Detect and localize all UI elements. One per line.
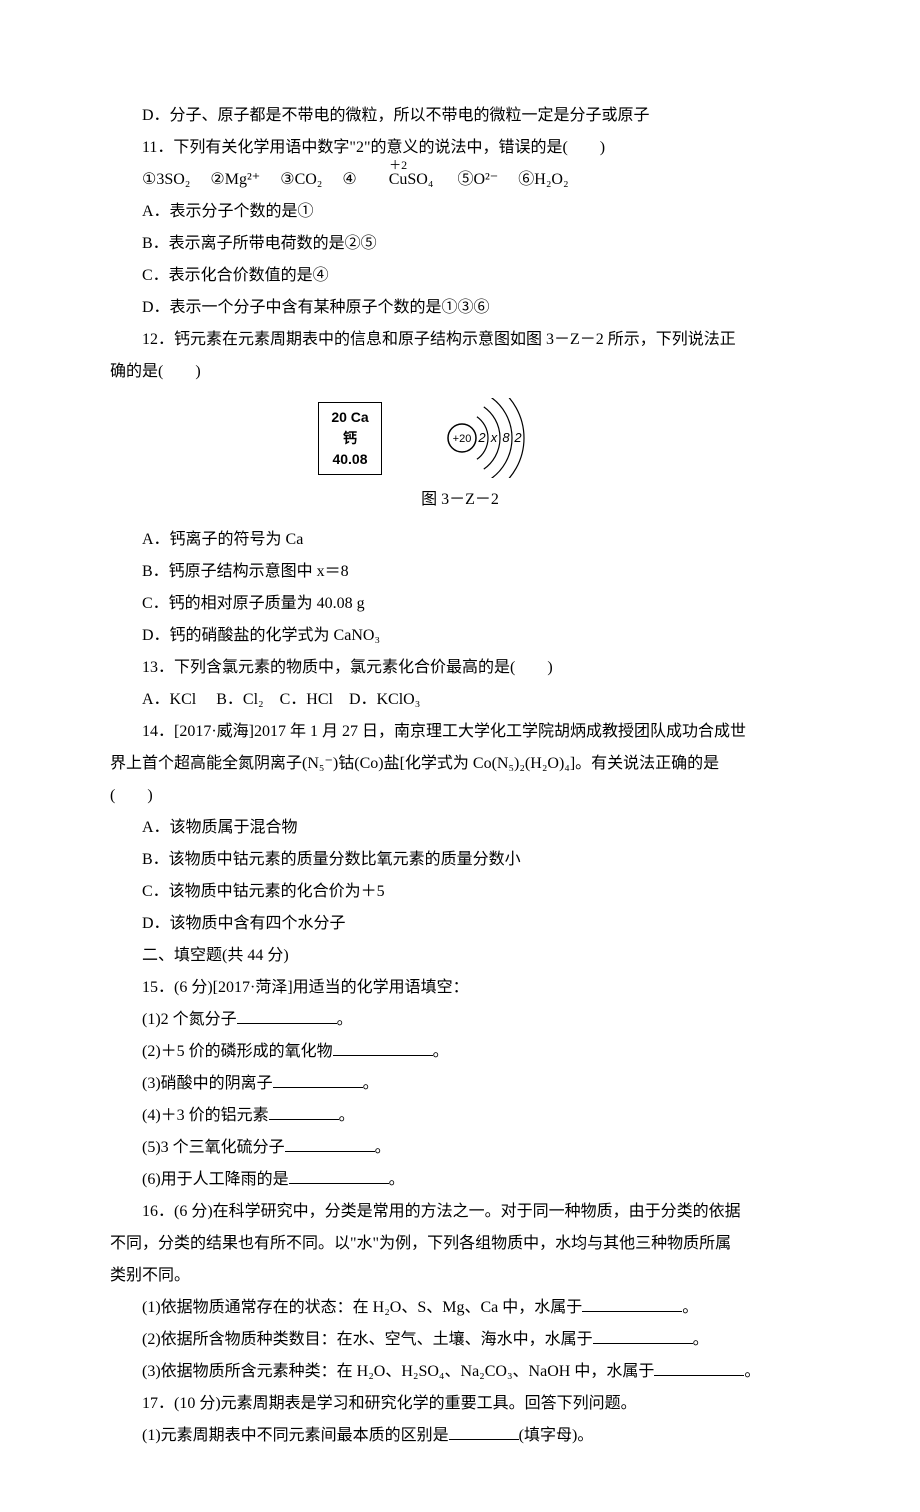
q12-optD: D．钙的硝酸盐的化学式为 CaNO₃ [110, 620, 810, 652]
q15-p5-end: 。 [375, 1139, 391, 1156]
blank-input[interactable] [285, 1135, 375, 1152]
q11-i4-pre: ④ [342, 171, 356, 188]
q16-p1: (1)依据物质通常存在的状态：在 H₂O、S、Mg、Ca 中，水属于。 [110, 1292, 810, 1324]
svg-text:x: x [489, 430, 497, 445]
q12-caption: 图 3－Z－2 [110, 484, 810, 516]
q15-p4: (4)＋3 价的铝元素 。 [110, 1100, 810, 1132]
svg-text:8: 8 [502, 430, 510, 445]
q12-optB: B．钙原子结构示意图中 x＝8 [110, 556, 810, 588]
q15-stem: 15．(6 分)[2017·菏泽]用适当的化学用语填空： [110, 972, 810, 1004]
element-box-line3: 40.08 [331, 449, 368, 470]
q15-p6-end: 。 [389, 1171, 405, 1188]
q15-p3-end: 。 [363, 1075, 379, 1092]
q14-optA: A．该物质属于混合物 [110, 812, 810, 844]
blank-input[interactable] [269, 1103, 339, 1120]
q11-i1: ①3SO₂ [142, 171, 190, 188]
atom-structure-diagram: +20 2x82 [442, 398, 602, 478]
blank-input[interactable] [582, 1295, 682, 1312]
q12-stem-l1: 12．钙元素在元素周期表中的信息和原子结构示意图如图 3－Z－2 所示，下列说法… [110, 324, 810, 356]
periodic-element-box: 20 Ca 钙 40.08 [318, 402, 381, 475]
q14-optB: B．该物质中钴元素的质量分数比氧元素的质量分数小 [110, 844, 810, 876]
q14-optD: D．该物质中含有四个水分子 [110, 908, 810, 940]
q15-p4-text: (4)＋3 价的铝元素 [142, 1107, 269, 1124]
q10-optD: D．分子、原子都是不带电的微粒，所以不带电的微粒一定是分子或原子 [110, 100, 810, 132]
q15-p1-text: (1)2 个氮分子 [142, 1011, 237, 1028]
q15-p2: (2)＋5 价的磷形成的氧化物 。 [110, 1036, 810, 1068]
q15-p6-text: (6)用于人工降雨的是 [142, 1171, 289, 1188]
q11-i3: ③CO₂ [280, 171, 322, 188]
q12-optC: C．钙的相对原子质量为 40.08 g [110, 588, 810, 620]
q11-optA: A．表示分子个数的是① [110, 196, 810, 228]
q16-stem-l3: 类别不同。 [110, 1260, 810, 1292]
q16-p3-text: (3)依据物质所含元素种类：在 H₂O、H₂SO₄、Na₂CO₃、NaOH 中，… [142, 1363, 654, 1380]
q11-i2: ②Mg²⁺ [210, 171, 260, 188]
q11-optB: B．表示离子所带电荷数的是②⑤ [110, 228, 810, 260]
q11-i4-top: ＋2 [357, 153, 408, 177]
q16-p3-end: 。 [744, 1363, 760, 1380]
q15-p3-text: (3)硝酸中的阴离子 [142, 1075, 273, 1092]
q13-stem: 13．下列含氯元素的物质中，氯元素化合价最高的是( ) [110, 652, 810, 684]
q11-stem: 11．下列有关化学用语中数字"2"的意义的说法中，错误的是( ) [110, 132, 810, 164]
q16-p2-end: 。 [693, 1331, 709, 1348]
element-box-line2: 钙 [331, 428, 368, 449]
section2-title: 二、填空题(共 44 分) [110, 940, 810, 972]
q16-p2: (2)依据所含物质种类数目：在水、空气、土壤、海水中，水属于 。 [110, 1324, 810, 1356]
q15-p5-text: (5)3 个三氧化硫分子 [142, 1139, 285, 1156]
q15-p3: (3)硝酸中的阴离子 。 [110, 1068, 810, 1100]
q14-stem-l1: 14．[2017·威海]2017 年 1 月 27 日，南京理工大学化工学院胡炳… [110, 716, 810, 748]
q14-stem-l3: ( ) [110, 780, 810, 812]
q15-p1-end: 。 [337, 1011, 353, 1028]
q15-p2-text: (2)＋5 价的磷形成的氧化物 [142, 1043, 333, 1060]
q16-p3: (3)依据物质所含元素种类：在 H₂O、H₂SO₄、Na₂CO₃、NaOH 中，… [110, 1356, 810, 1388]
q15-p6: (6)用于人工降雨的是 。 [110, 1164, 810, 1196]
q14-stem-l2: 界上首个超高能全氮阴离子(N₅⁻)钴(Co)盐[化学式为 Co(N₅)₂(H₂O… [110, 748, 810, 780]
q12-stem-l2: 确的是( ) [110, 356, 810, 388]
q16-stem-l2: 不同，分类的结果也有所不同。以"水"为例，下列各组物质中，水均与其他三种物质所属 [110, 1228, 810, 1260]
q11-i4: ④＋2CuSO₄ [342, 171, 437, 188]
blank-input[interactable] [449, 1423, 519, 1440]
q15-p5: (5)3 个三氧化硫分子 。 [110, 1132, 810, 1164]
q15-p4-end: 。 [339, 1107, 355, 1124]
q16-stem-l1: 16．(6 分)在科学研究中，分类是常用的方法之一。对于同一种物质，由于分类的依… [110, 1196, 810, 1228]
q11-i4-post: SO₄ [407, 171, 433, 188]
q17-p1: (1)元素周期表中不同元素间最本质的区别是 (填字母)。 [110, 1420, 810, 1452]
q17-p1-a: (1)元素周期表中不同元素间最本质的区别是 [142, 1427, 449, 1444]
q14-optC: C．该物质中钴元素的化合价为＋5 [110, 876, 810, 908]
blank-input[interactable] [593, 1327, 693, 1344]
q12-optA: A．钙离子的符号为 Ca [110, 524, 810, 556]
q13-opts: A．KCl B．Cl₂ C．HCl D．KClO₃ [110, 684, 810, 716]
q16-p2-text: (2)依据所含物质种类数目：在水、空气、土壤、海水中，水属于 [142, 1331, 593, 1348]
q15-p1: (1)2 个氮分子 。 [110, 1004, 810, 1036]
q17-stem: 17．(10 分)元素周期表是学习和研究化学的重要工具。回答下列问题。 [110, 1388, 810, 1420]
element-box-line1: 20 Ca [331, 407, 368, 428]
blank-input[interactable] [654, 1359, 744, 1376]
blank-input[interactable] [289, 1167, 389, 1184]
blank-input[interactable] [273, 1071, 363, 1088]
blank-input[interactable] [333, 1039, 433, 1056]
q11-optC: C．表示化合价数值的是④ [110, 260, 810, 292]
q11-items: ①3SO₂ ②Mg²⁺ ③CO₂ ④＋2CuSO₄ ⑤O²⁻ ⑥H₂O₂ [110, 164, 810, 196]
nucleus-label: +20 [452, 433, 471, 445]
q17-p1-b: (填字母)。 [519, 1427, 594, 1444]
q11-i6: ⑥H₂O₂ [518, 171, 568, 188]
q12-figure: 20 Ca 钙 40.08 +20 2x82 [110, 398, 810, 478]
svg-text:2: 2 [513, 430, 522, 445]
q11-optD: D．表示一个分子中含有某种原子个数的是①③⑥ [110, 292, 810, 324]
q15-p2-end: 。 [433, 1043, 449, 1060]
q11-i5: ⑤O²⁻ [457, 171, 498, 188]
svg-text:2: 2 [477, 430, 486, 445]
blank-input[interactable] [237, 1007, 337, 1024]
